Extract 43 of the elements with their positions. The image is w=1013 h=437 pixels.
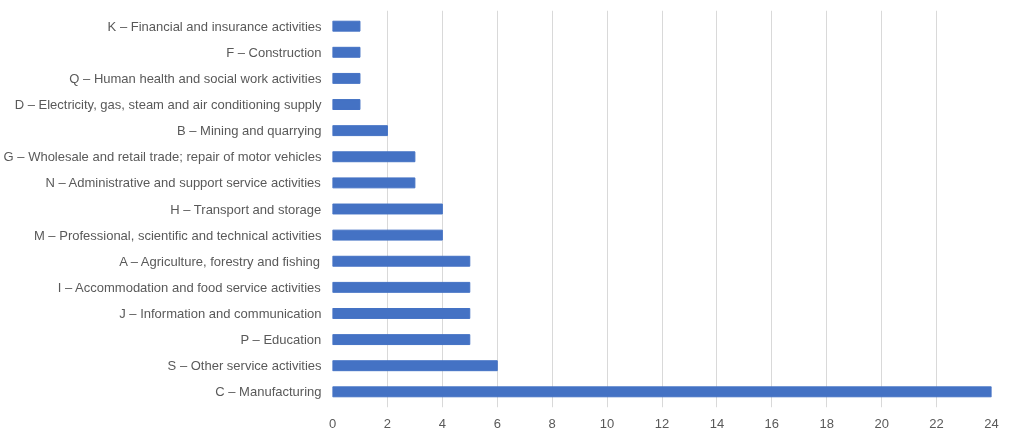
x-tick-label: 10 — [599, 415, 615, 431]
bar — [332, 151, 416, 163]
y-tick-label: M – Professional, scientific and technical activities — [33, 227, 322, 243]
bar — [332, 229, 443, 241]
bar — [332, 72, 361, 84]
bar — [332, 203, 443, 215]
x-tick-label: 24 — [984, 415, 999, 431]
x-tick-label: 18 — [819, 415, 834, 431]
y-tick-label: F – Construction — [226, 44, 322, 60]
x-tick-label: 4 — [438, 415, 446, 431]
bar — [332, 360, 498, 372]
y-tick-label: D – Electricity, gas, steam and air conditioning supply — [14, 97, 322, 113]
y-tick-label: J – Information and communication — [119, 305, 322, 321]
y-tick-label: K – Financial and insurance activities — [107, 18, 322, 34]
x-tick-label: 6 — [493, 415, 501, 431]
y-tick-label: A – Agriculture, forestry and fishing — [119, 253, 321, 269]
x-tick-label: 20 — [874, 415, 889, 431]
y-tick-label: G – Wholesale and retail trade; repair of motor vehicles — [3, 149, 322, 165]
x-tick-label: 8 — [548, 415, 556, 431]
y-tick-label: C – Manufacturing — [215, 384, 322, 400]
bar — [332, 46, 361, 58]
bar — [332, 20, 361, 32]
y-tick-label: H – Transport and storage — [170, 201, 322, 217]
bar — [332, 99, 361, 110]
bar — [332, 308, 471, 319]
bar — [332, 255, 471, 267]
y-tick-label: B – Mining and quarrying — [176, 123, 322, 139]
bar — [332, 334, 471, 346]
y-tick-label: Q – Human health and social work activities — [69, 70, 322, 86]
x-tick-label: 0 — [328, 415, 337, 431]
x-tick-label: 16 — [764, 415, 780, 431]
bar — [332, 281, 471, 293]
bar — [332, 386, 992, 398]
y-tick-label: I – Accommodation and food service activities — [57, 279, 322, 295]
y-tick-label: N – Administrative and support service activities — [45, 175, 322, 191]
x-tick-label: 12 — [654, 415, 670, 431]
x-tick-label: 14 — [709, 415, 725, 431]
y-tick-label: S – Other service activities — [167, 358, 322, 374]
bar — [332, 125, 388, 137]
y-tick-label: P – Education — [240, 332, 322, 348]
x-tick-label: 22 — [929, 415, 944, 431]
bar — [332, 177, 416, 189]
x-tick-label: 2 — [383, 415, 392, 431]
